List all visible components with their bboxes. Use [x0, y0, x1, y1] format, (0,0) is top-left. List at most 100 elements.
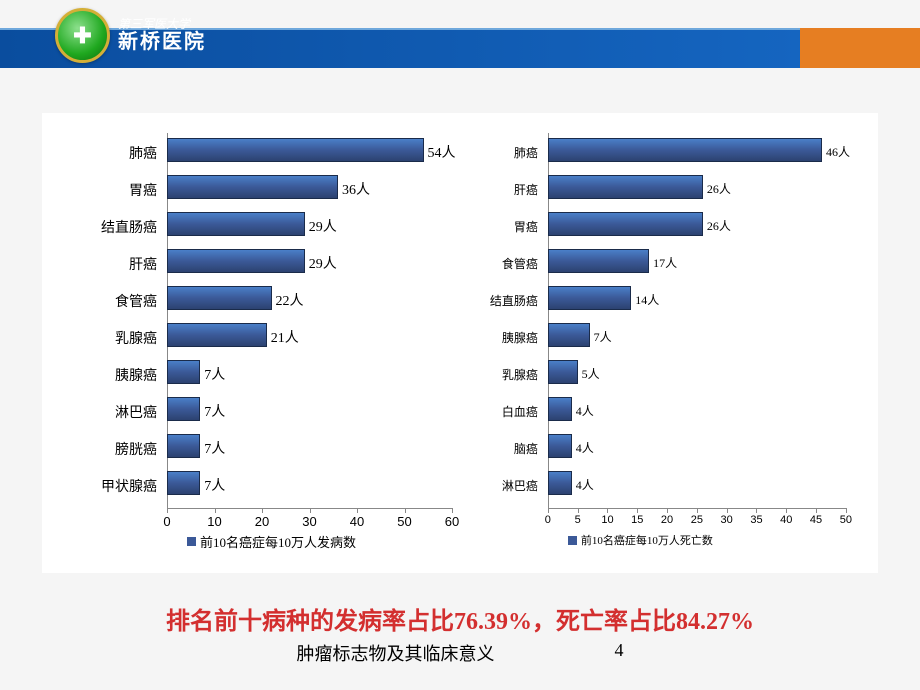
chart-bar [548, 249, 649, 273]
bar-value-label: 7人 [204, 438, 225, 458]
category-label: 胰腺癌 [490, 329, 538, 346]
x-tick-label: 15 [631, 514, 643, 526]
header-strip-orange [800, 28, 920, 68]
x-tick-label: 40 [350, 514, 364, 529]
legend-text: 前10名癌症每10万人发病数 [200, 532, 356, 551]
x-tick-mark [756, 508, 757, 513]
x-tick-label: 0 [163, 514, 170, 529]
charts-container: 肺癌54人胃癌36人结直肠癌29人肝癌29人食管癌22人乳腺癌21人胰腺癌7人淋… [42, 113, 878, 573]
bar-value-label: 7人 [204, 475, 225, 495]
x-tick-mark [667, 508, 668, 513]
x-tick-mark [816, 508, 817, 513]
bar-value-label: 21人 [271, 327, 299, 347]
chart-bar [167, 323, 267, 347]
chart-bar [167, 212, 305, 236]
hospital-name: 新桥医院 [118, 31, 206, 53]
category-label: 肝癌 [490, 181, 538, 198]
bar-value-label: 22人 [276, 290, 304, 310]
x-tick-label: 20 [255, 514, 269, 529]
bar-value-label: 7人 [594, 328, 612, 345]
chart-bar [167, 360, 200, 384]
chart-legend: 前10名癌症每10万人死亡数 [568, 532, 713, 548]
bar-value-label: 26人 [707, 217, 731, 234]
chart-bar [548, 286, 631, 310]
header: ✚ 第三军医大学 新桥医院 [0, 0, 920, 68]
chart-bar [548, 397, 572, 421]
x-tick-label: 50 [397, 514, 411, 529]
footer-row: 肿瘤标志物及其临床意义 4 [0, 640, 920, 666]
logo-block: ✚ 第三军医大学 新桥医院 [55, 8, 206, 63]
bar-value-label: 5人 [582, 365, 600, 382]
chart-bar [548, 323, 590, 347]
university-name: 第三军医大学 [118, 18, 206, 31]
chart-legend: 前10名癌症每10万人发病数 [187, 532, 356, 551]
chart-bar [548, 175, 703, 199]
x-tick-mark [262, 508, 263, 513]
legend-swatch-icon [187, 537, 196, 546]
x-tick-mark [607, 508, 608, 513]
x-tick-label: 20 [661, 514, 673, 526]
category-label: 乳腺癌 [490, 366, 538, 383]
x-tick-label: 50 [840, 514, 852, 526]
x-tick-mark [215, 508, 216, 513]
x-tick-mark [786, 508, 787, 513]
x-tick-label: 45 [810, 514, 822, 526]
x-tick-label: 30 [302, 514, 316, 529]
bar-value-label: 29人 [309, 253, 337, 273]
category-label: 肺癌 [490, 144, 538, 161]
chart-bar [548, 212, 703, 236]
category-label: 食管癌 [52, 291, 157, 311]
bar-value-label: 7人 [204, 401, 225, 421]
category-label: 白血癌 [490, 403, 538, 420]
hospital-logo-icon: ✚ [55, 8, 110, 63]
subtitle-text: 肿瘤标志物及其临床意义 [297, 640, 495, 666]
bar-value-label: 14人 [635, 291, 659, 308]
chart-bar [167, 397, 200, 421]
x-tick-mark [578, 508, 579, 513]
chart-bar [167, 471, 200, 495]
incidence-chart: 肺癌54人胃癌36人结直肠癌29人肝癌29人食管癌22人乳腺癌21人胰腺癌7人淋… [52, 128, 490, 568]
chart-bar [167, 138, 424, 162]
category-label: 胃癌 [52, 180, 157, 200]
x-tick-mark [637, 508, 638, 513]
hospital-text: 第三军医大学 新桥医院 [118, 18, 206, 53]
bar-value-label: 4人 [576, 439, 594, 456]
x-tick-label: 10 [601, 514, 613, 526]
x-tick-label: 60 [445, 514, 459, 529]
x-tick-label: 25 [691, 514, 703, 526]
bar-value-label: 7人 [204, 364, 225, 384]
bar-value-label: 36人 [342, 179, 370, 199]
category-label: 肺癌 [52, 143, 157, 163]
chart-bar [548, 471, 572, 495]
summary-text: 排名前十病种的发病率占比76.39%，死亡率占比84.27% [0, 601, 920, 636]
category-label: 胃癌 [490, 218, 538, 235]
chart-bar [548, 434, 572, 458]
category-label: 食管癌 [490, 255, 538, 272]
chart-bar [167, 249, 305, 273]
x-tick-mark [405, 508, 406, 513]
x-tick-mark [846, 508, 847, 513]
mortality-chart: 肺癌46人肝癌26人胃癌26人食管癌17人结直肠癌14人胰腺癌7人乳腺癌5人白血… [490, 128, 868, 568]
category-label: 脑癌 [490, 440, 538, 457]
bar-value-label: 4人 [576, 402, 594, 419]
chart-bar [167, 286, 272, 310]
category-label: 肝癌 [52, 254, 157, 274]
bar-value-label: 46人 [826, 143, 850, 160]
legend-swatch-icon [568, 536, 577, 545]
bar-value-label: 54人 [428, 142, 456, 162]
x-tick-mark [452, 508, 453, 513]
bar-value-label: 17人 [653, 254, 677, 271]
chart-bar [167, 175, 338, 199]
x-tick-mark [727, 508, 728, 513]
x-tick-mark [697, 508, 698, 513]
category-label: 乳腺癌 [52, 328, 157, 348]
chart-bar [548, 360, 578, 384]
bar-value-label: 29人 [309, 216, 337, 236]
x-tick-label: 10 [207, 514, 221, 529]
x-tick-label: 40 [780, 514, 792, 526]
bar-value-label: 26人 [707, 180, 731, 197]
category-label: 淋巴癌 [52, 402, 157, 422]
x-tick-label: 5 [575, 514, 581, 526]
x-tick-label: 30 [721, 514, 733, 526]
category-label: 结直肠癌 [52, 217, 157, 237]
